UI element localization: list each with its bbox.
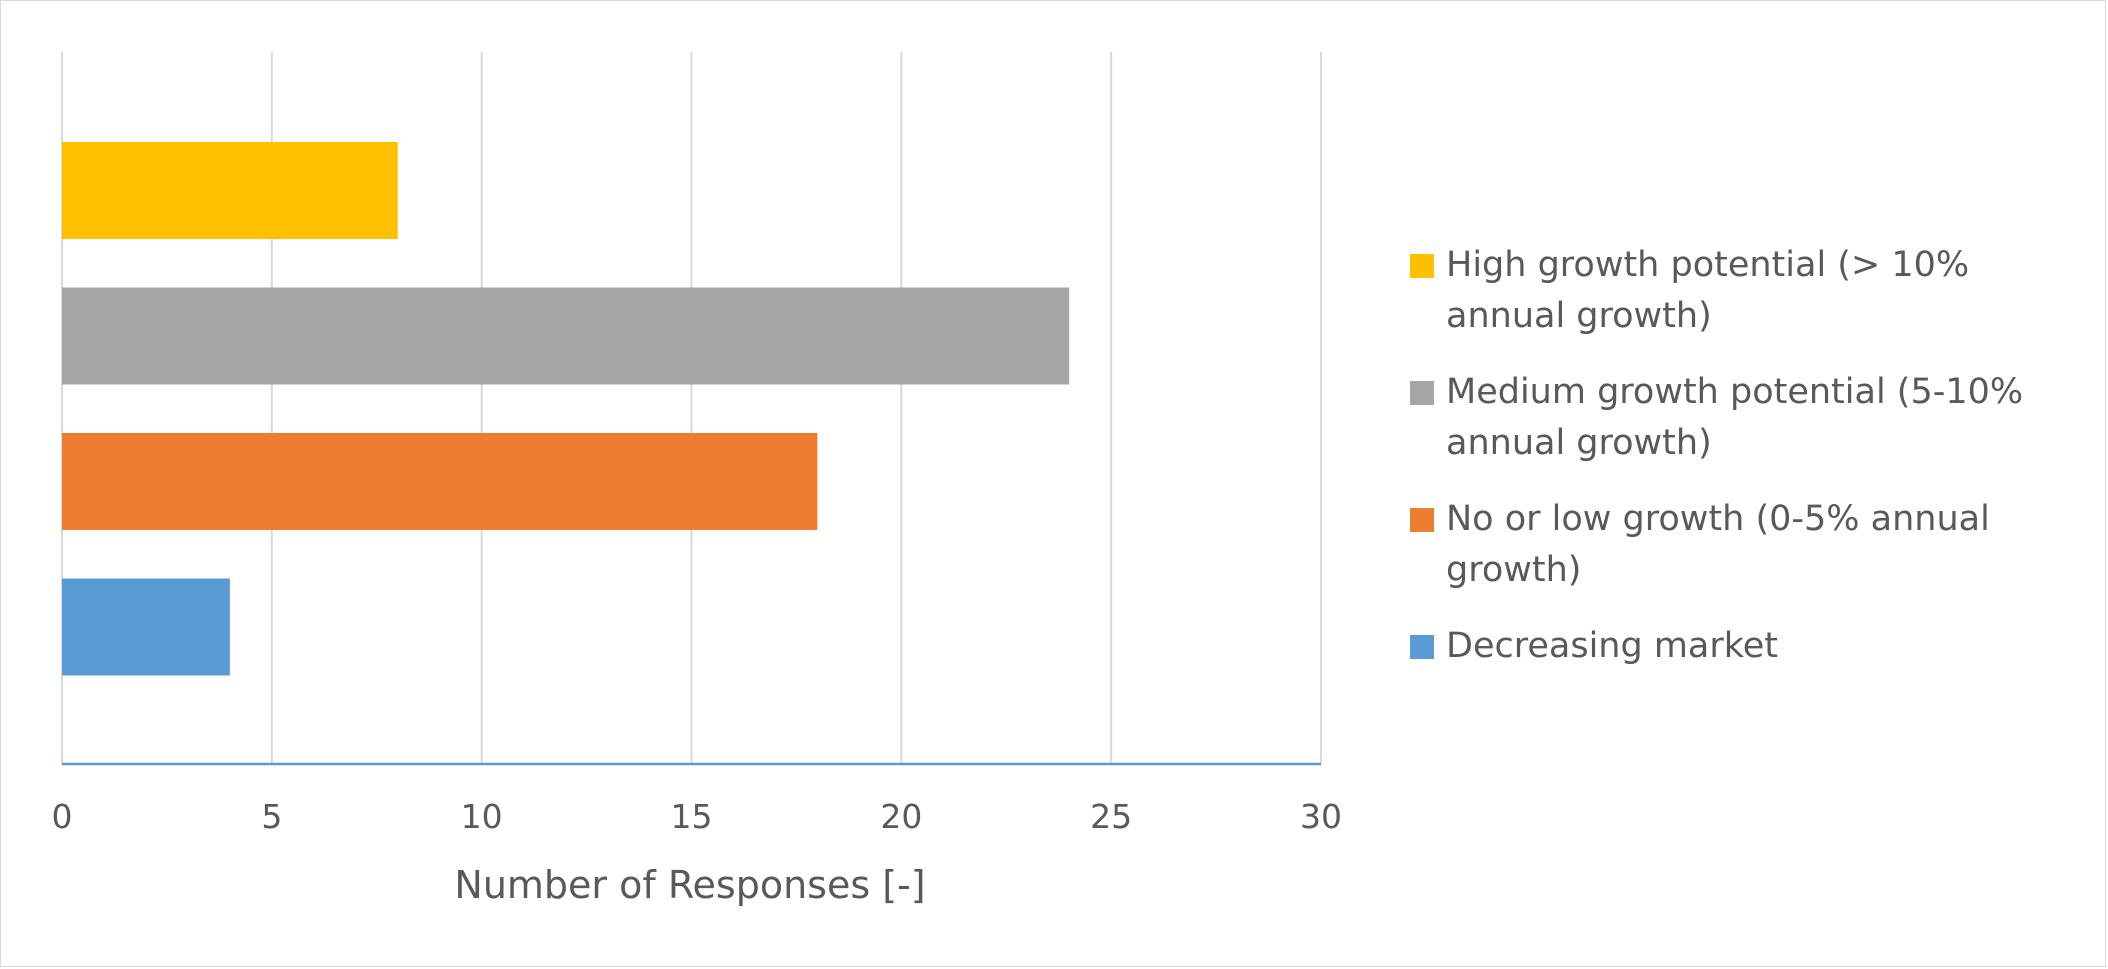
- bar-4: [62, 578, 230, 676]
- legend-label: Medium growth potential (5-10% annual gr…: [1446, 372, 2024, 463]
- legend-swatch: [1410, 508, 1434, 532]
- legend-item-4: Decreasing market: [1410, 621, 2090, 672]
- legend-swatch: [1410, 381, 1434, 405]
- legend-item-3: No or low growth (0-5% annual growth): [1410, 494, 2090, 596]
- x-tick-label-15: 15: [671, 797, 713, 836]
- legend-swatch: [1410, 635, 1434, 659]
- legend-item-1: High growth potential (> 10% annual grow…: [1410, 240, 2090, 342]
- x-tick-label-30: 30: [1300, 797, 1342, 836]
- x-tick-labels: 0 5 10 15 20 25 30: [52, 797, 1343, 836]
- legend-label: Decreasing market: [1446, 626, 1779, 666]
- x-tick-label-5: 5: [261, 797, 282, 836]
- x-tick-label-0: 0: [52, 797, 73, 836]
- legend-swatch: [1410, 254, 1434, 278]
- x-axis-title: Number of Responses [-]: [454, 863, 925, 907]
- legend: High growth potential (> 10% annual grow…: [1410, 240, 2090, 697]
- legend-item-2: Medium growth potential (5-10% annual gr…: [1410, 367, 2090, 469]
- bar-3: [62, 433, 818, 530]
- x-tick-label-20: 20: [880, 797, 922, 836]
- bars: [62, 142, 1070, 676]
- x-tick-label-25: 25: [1090, 797, 1132, 836]
- x-tick-label-10: 10: [461, 797, 503, 836]
- legend-label: High growth potential (> 10% annual grow…: [1446, 245, 1970, 336]
- legend-label: No or low growth (0-5% annual growth): [1446, 499, 1990, 590]
- bar-1: [62, 142, 398, 239]
- bar-2: [62, 287, 1070, 385]
